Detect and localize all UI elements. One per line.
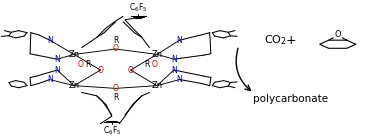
Text: R: R bbox=[85, 60, 91, 69]
Text: N: N bbox=[171, 55, 177, 64]
Text: N: N bbox=[171, 65, 177, 75]
Text: O: O bbox=[128, 65, 133, 75]
Text: N: N bbox=[54, 65, 60, 75]
Text: N: N bbox=[54, 55, 60, 64]
Text: polycarbonate: polycarbonate bbox=[253, 94, 328, 104]
Text: N: N bbox=[47, 75, 53, 84]
Text: O: O bbox=[113, 84, 118, 93]
Text: R: R bbox=[144, 60, 150, 69]
Text: Zn: Zn bbox=[68, 81, 80, 90]
Text: O: O bbox=[98, 65, 104, 75]
Text: +: + bbox=[285, 34, 296, 47]
Text: R: R bbox=[113, 93, 118, 102]
Text: O: O bbox=[77, 60, 84, 69]
Text: $\mathsf{C_6F_5}$: $\mathsf{C_6F_5}$ bbox=[129, 2, 147, 14]
Text: Zn: Zn bbox=[152, 81, 163, 90]
Text: $\mathsf{CO_2}$: $\mathsf{CO_2}$ bbox=[264, 33, 287, 47]
Text: R: R bbox=[113, 36, 118, 45]
Text: O: O bbox=[113, 44, 118, 54]
Text: $\mathsf{C_6F_5}$: $\mathsf{C_6F_5}$ bbox=[102, 124, 121, 137]
Text: O: O bbox=[152, 60, 157, 69]
Text: N: N bbox=[47, 36, 53, 45]
Text: Zn: Zn bbox=[152, 50, 163, 59]
Text: O: O bbox=[335, 30, 341, 39]
Text: N: N bbox=[177, 36, 183, 45]
Text: Zn: Zn bbox=[68, 50, 80, 59]
Text: N: N bbox=[177, 75, 183, 84]
